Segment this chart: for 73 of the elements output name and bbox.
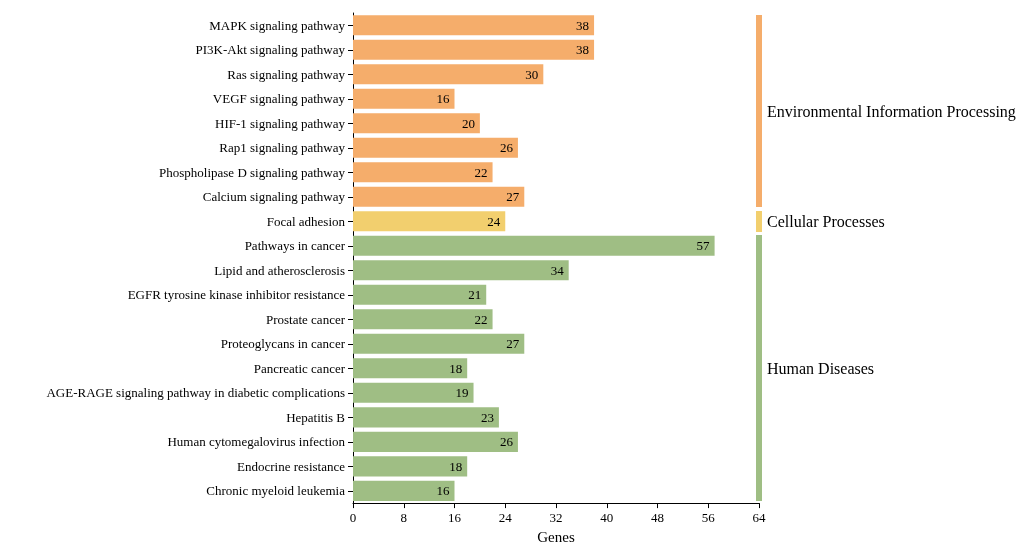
bar (353, 407, 499, 428)
bar (353, 137, 518, 158)
y-tick-label: Pancreatic cancer (253, 360, 346, 376)
data-label: 22 (474, 164, 488, 180)
y-tick-label: Human cytomegalovirus infection (167, 434, 346, 450)
y-tick-label: Endocrine resistance (237, 458, 346, 474)
y-tick-label: HIF-1 signaling pathway (215, 115, 346, 131)
y-tick-label: Phospholipase D signaling pathway (159, 164, 346, 180)
x-tick-label: 48 (651, 510, 664, 526)
bar (353, 382, 474, 403)
data-label: 27 (506, 189, 520, 205)
y-tick-label: PI3K-Akt signaling pathway (195, 42, 346, 58)
y-tick-label: VEGF signaling pathway (212, 91, 346, 107)
x-tick-label: 24 (498, 510, 513, 526)
x-tick-label: 0 (349, 510, 357, 526)
bar (353, 358, 468, 379)
bar (353, 113, 480, 134)
data-label: 26 (499, 434, 514, 450)
y-tick-label: EGFR tyrosine kinase inhibitor resistance (127, 287, 346, 303)
data-label: 18 (449, 360, 463, 376)
data-label: 22 (474, 311, 488, 327)
y-tick-label: Prostate cancer (265, 311, 346, 327)
data-label: 21 (468, 287, 482, 303)
text: Cellular Processes (767, 212, 885, 230)
y-tick-label: AGE-RAGE signaling pathway in diabetic complications (46, 385, 345, 401)
x-tick-label: 16 (448, 510, 462, 526)
y-tick-label: Calcium signaling pathway (202, 189, 346, 205)
bar (353, 260, 569, 281)
data-label: 34 (550, 262, 565, 278)
y-tick-label: MAPK signaling pathway (209, 17, 346, 33)
bar (353, 431, 518, 452)
bar (353, 162, 493, 183)
data-label: 38 (576, 42, 590, 58)
y-tick-label: Rap1 signaling pathway (219, 140, 346, 156)
bar (353, 39, 595, 60)
data-label: 20 (461, 115, 475, 131)
y-tick-label: Chronic myeloid leukemia (206, 483, 346, 499)
bar (353, 333, 525, 354)
bar (353, 88, 455, 109)
bar (353, 284, 487, 305)
x-tick-label: 32 (549, 510, 563, 526)
data-label: 26 (499, 140, 514, 156)
bar (353, 211, 506, 232)
text: Human Diseases (767, 359, 875, 377)
y-tick-label: Proteoglycans in cancer (220, 336, 346, 352)
y-tick-label: Hepatitis B (286, 409, 346, 425)
data-label: 23 (480, 409, 494, 425)
data-label: 16 (436, 91, 450, 107)
bar (353, 456, 468, 477)
data-label: 16 (436, 483, 450, 499)
x-tick-label: 56 (701, 510, 716, 526)
x-tick-label: 8 (400, 510, 407, 526)
bar (353, 235, 715, 256)
bar (353, 186, 525, 207)
data-label: 18 (449, 458, 463, 474)
data-label: 57 (696, 238, 711, 254)
data-label: 19 (455, 385, 469, 401)
x-axis-title: Genes (537, 528, 575, 545)
bar (353, 64, 544, 85)
bar (353, 309, 493, 330)
y-tick-label: Focal adhesion (266, 213, 346, 229)
bar (353, 480, 455, 501)
y-tick-label: Ras signaling pathway (227, 66, 346, 82)
bar (353, 15, 595, 36)
x-tick-label: 64 (752, 510, 766, 526)
data-label: 27 (506, 336, 520, 352)
y-tick-label: Lipid and atherosclerosis (214, 262, 345, 278)
data-label: 38 (576, 17, 590, 33)
text: Environmental Information Processing (767, 102, 1016, 121)
data-label: 24 (487, 213, 501, 229)
x-tick-label: 40 (600, 510, 614, 526)
y-tick-label: Pathways in cancer (244, 238, 346, 254)
data-label: 30 (525, 66, 539, 82)
